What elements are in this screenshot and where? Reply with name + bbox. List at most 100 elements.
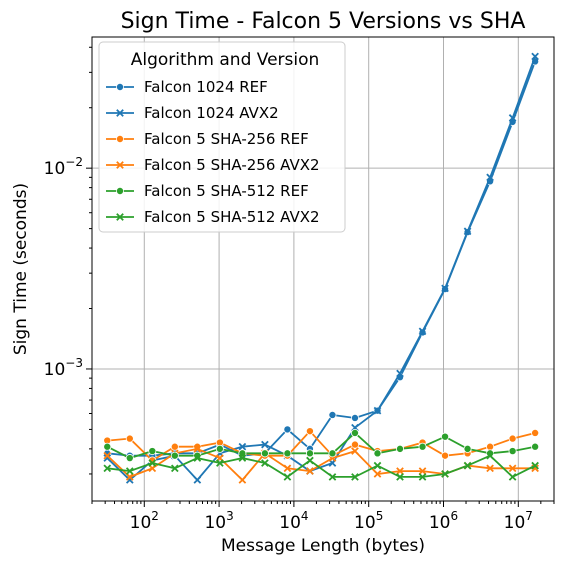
data-point [418, 327, 427, 336]
legend-marker [116, 161, 124, 169]
legend-marker [116, 83, 125, 92]
data-point [148, 459, 157, 467]
x-tick-label: 106 [429, 509, 458, 533]
legend: Algorithm and Version Falcon 1024 REFFal… [98, 41, 346, 233]
series-5 [103, 451, 539, 481]
data-point [486, 451, 494, 460]
legend-marker [116, 213, 124, 221]
legend-marker [116, 134, 125, 143]
data-point [418, 467, 427, 475]
data-point [238, 442, 247, 451]
data-point [283, 425, 292, 434]
legend-box [98, 41, 346, 233]
x-tick-label: 104 [279, 509, 308, 533]
data-point [350, 413, 359, 422]
data-point [463, 227, 472, 236]
data-point [193, 445, 202, 453]
data-point [441, 432, 450, 441]
legend-title: Algorithm and Version [131, 50, 320, 70]
data-point [508, 464, 517, 473]
data-point [351, 447, 359, 455]
data-point [350, 428, 359, 437]
legend-marker [116, 186, 125, 195]
data-point [238, 454, 247, 462]
legend-label: Falcon 1024 REF [144, 78, 268, 96]
data-point [306, 456, 314, 465]
data-point [396, 444, 405, 453]
data-point [103, 451, 112, 460]
data-series [103, 52, 540, 484]
data-point [305, 427, 314, 436]
x-axis-label: Message Length (bytes) [221, 536, 425, 556]
data-point [170, 451, 179, 460]
data-point [170, 464, 179, 473]
data-point [125, 434, 134, 443]
data-point [283, 449, 292, 458]
axis-ticks: 102 103 104 105 106 107 10−3 10−2 [44, 46, 555, 533]
data-point [508, 473, 517, 481]
data-point [305, 449, 314, 458]
data-point [103, 464, 112, 473]
data-point [125, 473, 134, 481]
legend-entry: Falcon 1024 AVX2 [106, 104, 279, 122]
legend-items: Falcon 1024 REF Falcon 1024 AVX2 Falcon 5 … [106, 78, 320, 226]
y-tick-label: 10−3 [44, 356, 83, 380]
data-point [283, 473, 292, 481]
data-point [441, 284, 449, 293]
legend-entry: Falcon 5 SHA-256 AVX2 [106, 156, 320, 174]
data-point [463, 444, 472, 453]
x-tick-label: 105 [354, 509, 383, 533]
legend-marker [116, 109, 124, 117]
data-point [441, 451, 450, 460]
data-point [373, 449, 382, 458]
legend-label: Falcon 5 SHA-256 REF [144, 130, 309, 148]
x-tick-label: 103 [204, 509, 233, 533]
y-axis-label: Sign Time (seconds) [11, 183, 31, 355]
series-4 [103, 428, 540, 463]
data-point [531, 428, 540, 437]
data-point [508, 114, 517, 122]
data-point [373, 461, 382, 470]
data-point [508, 434, 517, 443]
data-point [486, 173, 494, 182]
data-point [328, 449, 337, 458]
legend-label: Falcon 5 SHA-256 AVX2 [144, 156, 320, 174]
data-point [418, 442, 427, 451]
data-point [418, 473, 427, 481]
data-point [441, 470, 449, 478]
x-tick-label: 102 [130, 509, 159, 533]
data-point [103, 442, 112, 451]
data-point [328, 473, 337, 481]
data-point [531, 442, 540, 451]
data-point [396, 369, 404, 378]
data-point [486, 464, 494, 473]
data-point [238, 476, 247, 484]
data-point [216, 459, 224, 467]
data-point [283, 464, 292, 473]
data-point [486, 449, 495, 458]
data-point [261, 440, 269, 449]
data-point [328, 410, 337, 419]
legend-label: Falcon 5 SHA-512 AVX2 [144, 208, 320, 226]
data-point [261, 459, 269, 467]
legend-entry: Falcon 1024 REF [106, 78, 268, 96]
plot-frame [91, 36, 555, 502]
data-point [193, 476, 202, 484]
data-point [148, 447, 157, 456]
data-point [103, 454, 112, 462]
data-point [350, 440, 359, 449]
data-point [125, 454, 134, 463]
legend-entry: Falcon 5 SHA-512 REF [106, 182, 309, 200]
y-tick-label: 10−2 [44, 155, 83, 179]
data-point [486, 442, 495, 451]
chart-title: Sign Time - Falcon 5 Versions vs SHA [121, 9, 526, 34]
series-line [106, 56, 536, 482]
data-point [260, 449, 269, 458]
data-point [396, 467, 404, 475]
data-point [463, 461, 472, 470]
data-point [306, 467, 314, 475]
data-point [373, 470, 382, 478]
data-point [508, 447, 517, 456]
legend-entry: Falcon 5 SHA-512 AVX2 [106, 208, 320, 226]
